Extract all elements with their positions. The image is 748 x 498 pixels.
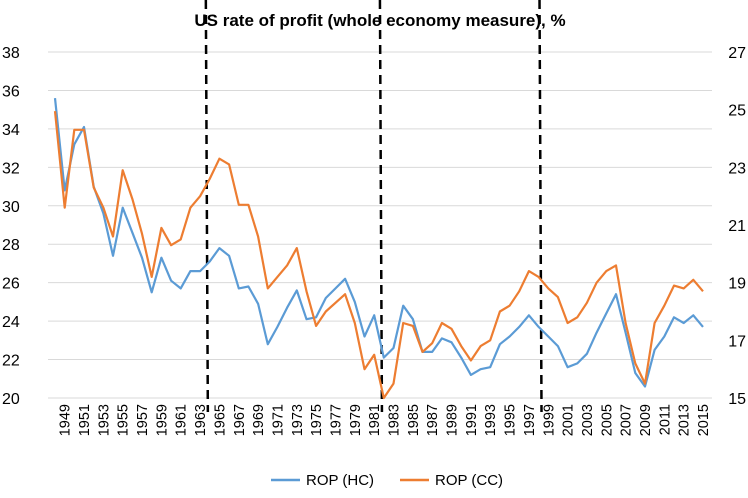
vertical-markers: [204, 0, 543, 413]
x-tick-label: 1973: [290, 404, 306, 436]
x-tick-label: 1951: [77, 404, 93, 436]
x-tick-label: 1959: [154, 404, 170, 436]
x-tick-label: 2015: [696, 404, 712, 436]
x-tick-label: 1989: [445, 404, 461, 436]
x-tick-label: 1985: [406, 404, 422, 436]
x-tick-label: 1987: [425, 404, 441, 436]
x-tick-label: 1969: [251, 404, 267, 436]
right-tick-label: 21: [728, 218, 746, 235]
legend-label-hc: ROP (HC): [306, 472, 374, 489]
left-tick-label: 26: [2, 276, 20, 293]
left-tick-label: 28: [2, 237, 20, 254]
left-tick-label: 30: [2, 199, 20, 216]
right-tick-label: 27: [728, 45, 746, 62]
left-axis-ticks: 20 22 24 26 28 30 32 34 36 38: [2, 45, 20, 408]
x-tick-label: 2011: [657, 404, 673, 435]
right-axis-ticks: 15 17 19 21 23 25 27: [728, 45, 746, 408]
left-tick-label: 24: [2, 314, 20, 331]
right-tick-label: 23: [728, 160, 746, 177]
series-line-rop-cc: [53, 110, 704, 400]
x-tick-label: 1997: [522, 404, 538, 436]
x-tick-label: 2007: [619, 404, 635, 436]
left-tick-label: 36: [2, 83, 20, 100]
x-tick-label: 1977: [328, 404, 344, 436]
left-tick-label: 20: [2, 391, 20, 408]
x-tick-label: 1999: [541, 404, 557, 436]
right-tick-label: 17: [728, 333, 746, 350]
x-tick-label: 1981: [367, 404, 383, 436]
x-tick-label: 1953: [96, 404, 112, 436]
vertical-dashed-marker: [204, 0, 210, 413]
series-line-rop-hc: [53, 97, 704, 388]
right-tick-label: 25: [728, 103, 746, 120]
x-axis-ticks: 1949 1951 1953 1955 1957 1959 1961 1963 1965 1967…: [58, 404, 712, 436]
x-tick-label: 1961: [174, 404, 190, 436]
x-tick-label: 1993: [483, 404, 499, 436]
x-tick-label: 1995: [503, 404, 519, 436]
x-tick-label: 1967: [232, 404, 248, 436]
gridlines: [48, 51, 712, 399]
left-tick-label: 34: [2, 122, 20, 139]
left-tick-label: 22: [2, 353, 20, 370]
x-tick-label: 2005: [599, 404, 615, 436]
x-tick-label: 2001: [561, 404, 577, 436]
x-tick-label: 1979: [348, 404, 364, 436]
x-tick-label: 2013: [677, 404, 693, 436]
x-tick-label: 1991: [464, 404, 480, 436]
x-tick-label: 1975: [309, 404, 325, 436]
x-tick-label: 1965: [212, 404, 228, 436]
x-tick-label: 1949: [58, 404, 74, 436]
left-tick-label: 38: [2, 45, 20, 62]
x-tick-label: 1955: [116, 404, 132, 436]
x-tick-label: 1983: [387, 404, 403, 436]
series-lines: [53, 97, 704, 400]
vertical-dashed-marker: [538, 0, 543, 413]
x-tick-label: 1963: [193, 404, 209, 436]
x-tick-label: 2009: [638, 404, 654, 436]
right-tick-label: 15: [728, 391, 746, 408]
right-tick-label: 19: [728, 276, 746, 293]
legend: ROP (HC) ROP (CC): [271, 472, 503, 489]
x-tick-label: 1971: [270, 404, 286, 436]
legend-label-cc: ROP (CC): [435, 472, 503, 489]
x-tick-label: 2003: [580, 404, 596, 436]
x-tick-label: 1957: [135, 404, 151, 436]
left-tick-label: 32: [2, 160, 20, 177]
chart-title: US rate of profit (whole economy measure…: [194, 11, 565, 30]
vertical-dashed-marker: [378, 0, 384, 413]
